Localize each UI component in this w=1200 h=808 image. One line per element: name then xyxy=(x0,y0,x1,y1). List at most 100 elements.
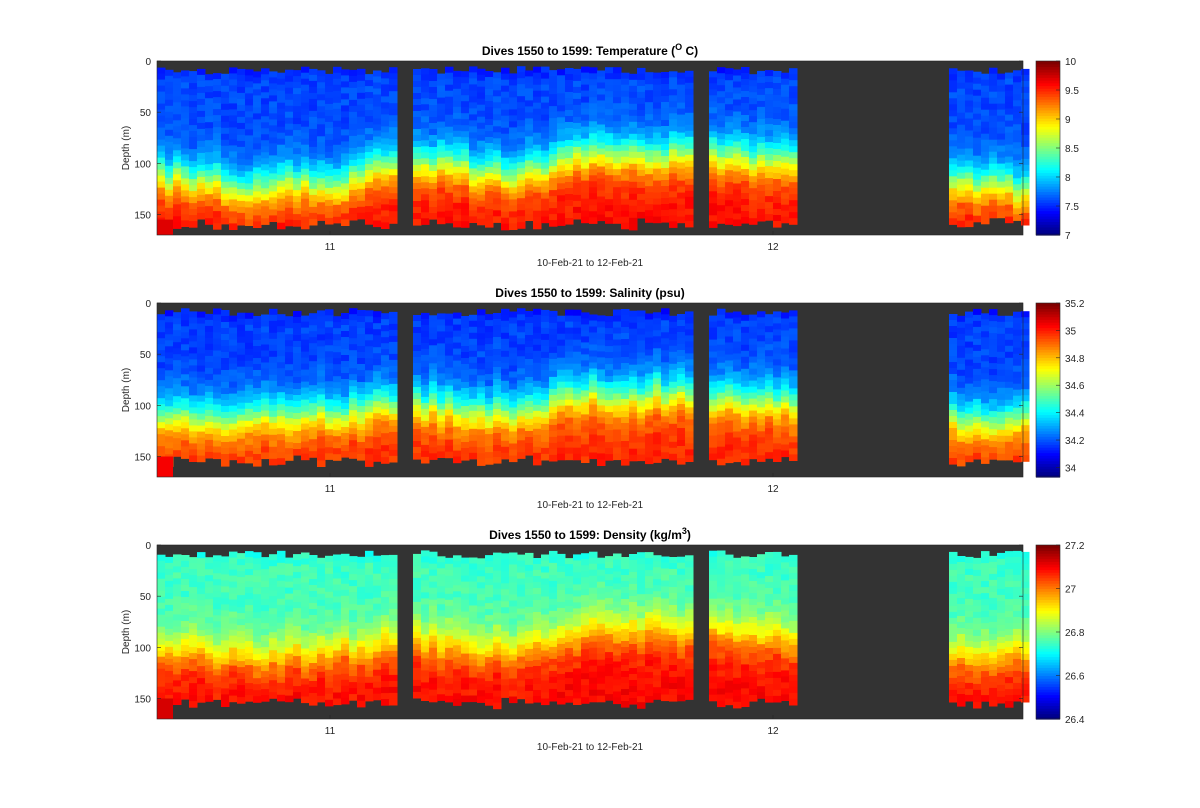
heat-cell xyxy=(357,122,366,130)
heat-cell xyxy=(1005,132,1014,140)
heat-cell xyxy=(245,123,254,130)
heat-cell xyxy=(237,134,246,142)
heat-cell xyxy=(413,333,422,340)
heat-cell xyxy=(173,650,182,657)
heat-cell xyxy=(205,158,214,165)
heat-cell xyxy=(437,169,446,177)
heat-cell xyxy=(421,324,430,332)
heat-cell xyxy=(557,201,566,208)
heat-cell xyxy=(197,347,206,355)
heat-cell xyxy=(445,349,454,357)
profile-column xyxy=(325,309,334,460)
heat-cell xyxy=(541,150,550,158)
profile-column xyxy=(685,311,694,462)
heat-cell xyxy=(741,73,750,80)
heat-cell xyxy=(341,81,350,88)
heat-cell xyxy=(325,103,334,111)
heat-cell xyxy=(549,346,558,354)
heat-cell xyxy=(165,358,174,365)
heat-cell xyxy=(1005,435,1014,443)
heat-cell xyxy=(173,354,182,361)
heat-cell xyxy=(277,114,286,122)
heat-cell xyxy=(541,102,550,110)
heat-cell xyxy=(157,644,166,652)
heat-cell xyxy=(645,144,654,151)
heat-cell xyxy=(285,376,294,383)
heat-cell xyxy=(317,316,326,323)
heat-cell xyxy=(973,137,982,145)
heat-cell xyxy=(989,345,998,352)
heat-cell xyxy=(485,113,494,120)
heat-cell xyxy=(357,364,366,371)
heat-cell xyxy=(365,206,374,213)
heat-cell xyxy=(685,136,694,144)
profile-column xyxy=(789,68,798,225)
profile-column xyxy=(541,66,550,224)
heat-cell xyxy=(181,118,190,125)
heat-cell xyxy=(557,363,566,371)
heat-cell xyxy=(261,386,270,394)
heat-cell xyxy=(1021,455,1030,462)
heat-cell xyxy=(437,211,446,219)
heat-cell xyxy=(437,199,446,207)
heat-cell xyxy=(1005,156,1014,164)
heat-cell xyxy=(485,452,494,459)
heat-cell xyxy=(229,423,238,431)
heat-cell xyxy=(717,410,726,418)
heat-cell xyxy=(357,152,366,160)
heat-cell xyxy=(157,332,166,339)
heat-cell xyxy=(525,437,534,444)
heat-cell xyxy=(645,391,654,399)
heat-cell xyxy=(773,455,782,462)
heat-cell xyxy=(261,344,270,352)
heat-cell xyxy=(205,367,214,375)
heat-cell xyxy=(285,448,294,455)
heat-cell xyxy=(189,125,198,132)
heat-cell xyxy=(549,76,558,83)
heat-cell xyxy=(389,371,398,379)
heat-cell xyxy=(517,326,526,333)
heat-cell xyxy=(501,145,510,153)
colorbar-swatch xyxy=(1036,205,1060,209)
heat-cell xyxy=(221,592,230,599)
heat-cell xyxy=(373,395,382,402)
heat-cell xyxy=(461,346,470,353)
heat-cell xyxy=(581,390,590,397)
heat-cell xyxy=(965,214,974,222)
heat-cell xyxy=(781,192,790,200)
heat-cell xyxy=(605,163,614,170)
heat-cell xyxy=(997,399,1006,407)
heat-cell xyxy=(973,380,982,388)
heat-cell xyxy=(197,431,206,439)
heat-cell xyxy=(509,187,518,194)
profile-column xyxy=(333,316,342,461)
heat-cell xyxy=(509,359,518,367)
heat-cell xyxy=(653,192,662,200)
heat-cell xyxy=(237,116,246,124)
heat-cell xyxy=(1013,359,1022,367)
heat-cell xyxy=(325,181,334,189)
heat-cell xyxy=(765,452,774,459)
profile-column xyxy=(341,313,350,458)
heat-cell xyxy=(645,72,654,79)
heat-cell xyxy=(509,73,518,80)
heat-cell xyxy=(381,403,390,410)
heat-cell xyxy=(757,100,766,108)
heat-cell xyxy=(485,173,494,180)
heat-cell xyxy=(197,606,206,613)
heat-cell xyxy=(197,696,206,703)
heat-cell xyxy=(709,167,718,174)
heat-cell xyxy=(509,133,518,140)
heat-cell xyxy=(461,83,470,90)
heat-cell xyxy=(957,112,966,120)
profile-column xyxy=(533,308,542,466)
heat-cell xyxy=(645,138,654,145)
heat-cell xyxy=(245,177,254,184)
heat-cell xyxy=(365,116,374,123)
profile-column xyxy=(421,312,430,464)
heat-cell xyxy=(205,677,214,684)
heat-cell xyxy=(445,331,454,339)
heat-cell xyxy=(309,92,318,100)
heat-cell xyxy=(541,321,550,329)
heat-cell xyxy=(597,100,606,108)
